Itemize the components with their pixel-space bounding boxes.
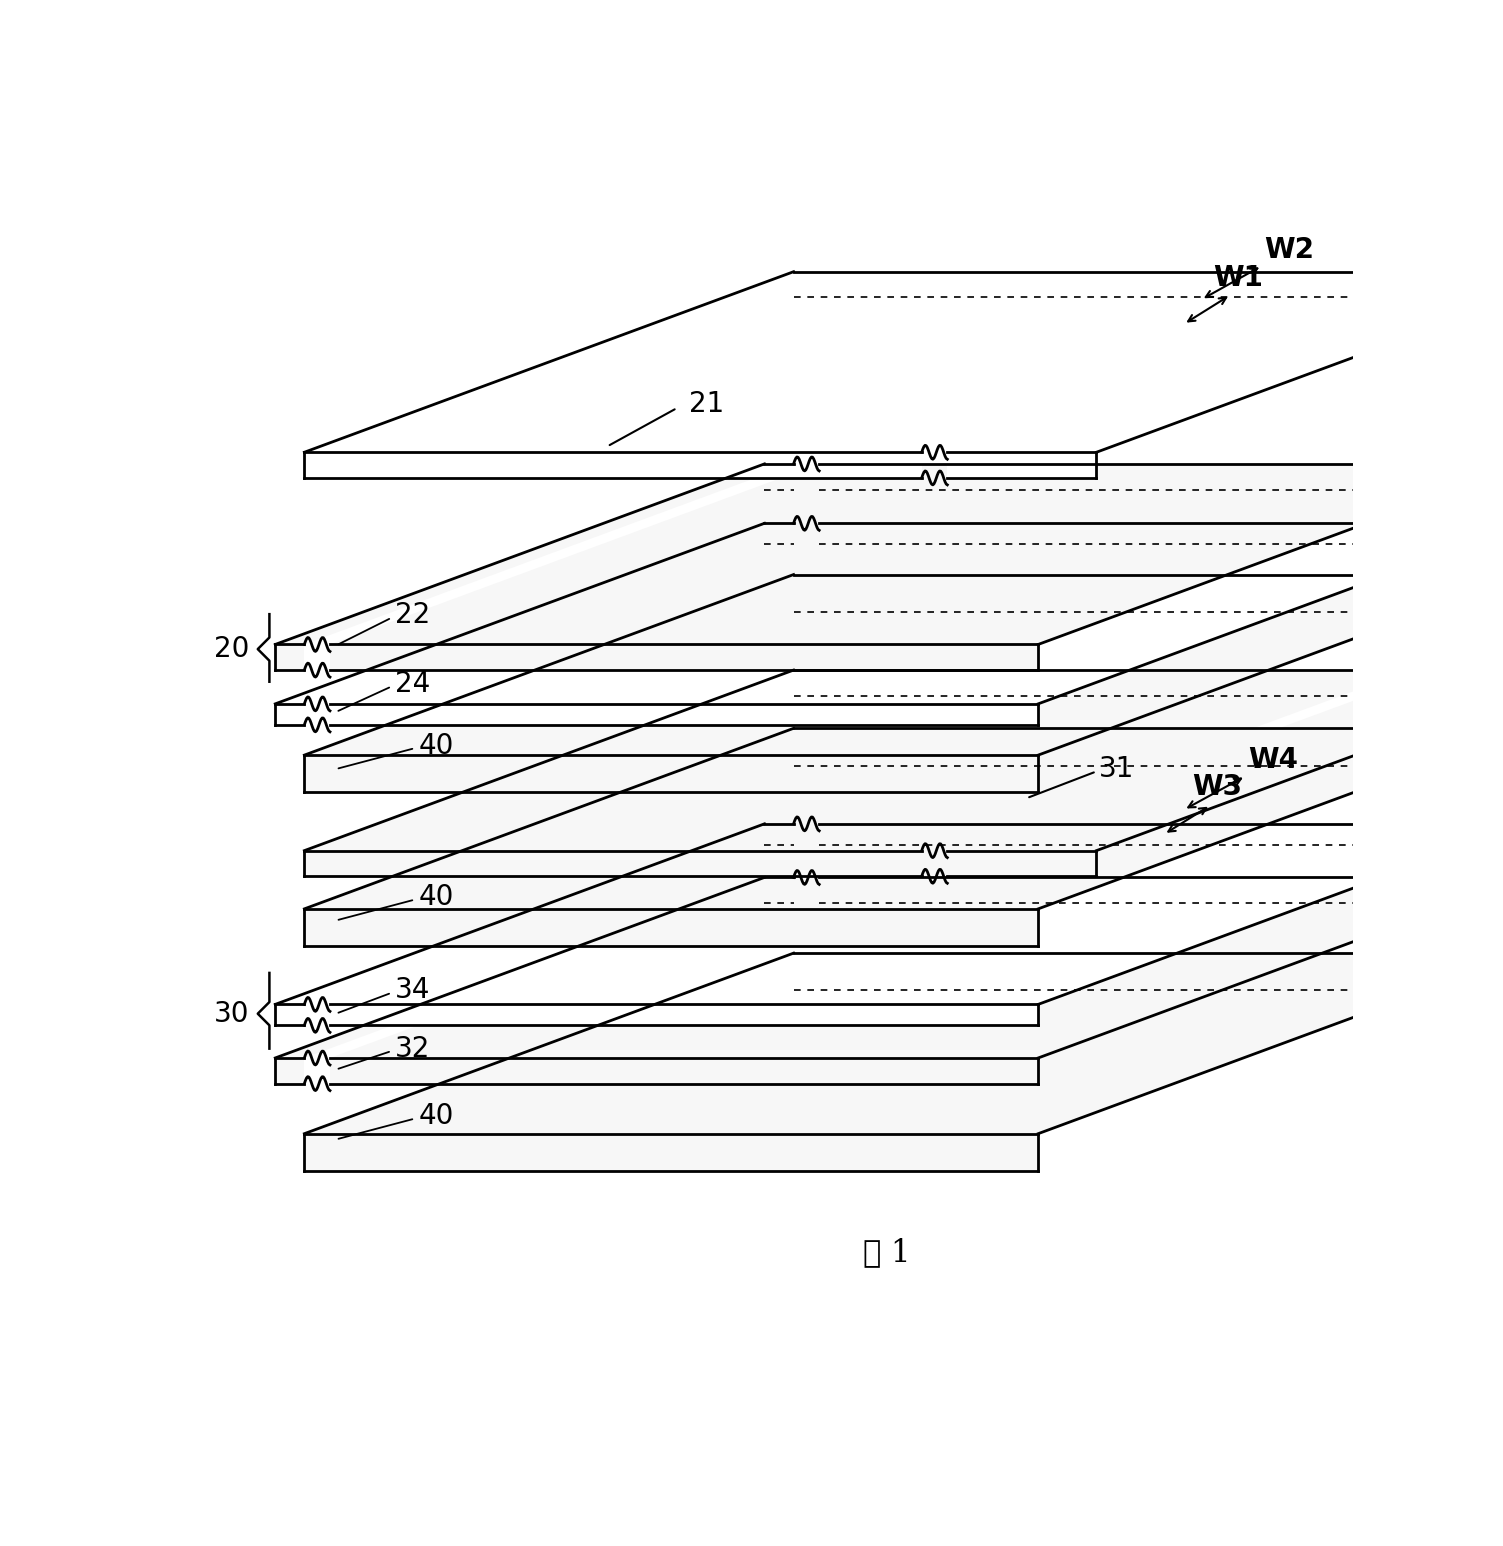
Polygon shape [304, 850, 921, 877]
Text: 40: 40 [418, 1102, 454, 1130]
Polygon shape [304, 453, 921, 478]
Polygon shape [331, 1005, 1039, 1025]
Polygon shape [275, 464, 794, 645]
Polygon shape [331, 645, 1039, 669]
Text: 32: 32 [395, 1034, 430, 1062]
Polygon shape [331, 703, 1039, 725]
Polygon shape [331, 878, 1503, 1057]
Polygon shape [275, 645, 304, 669]
Text: 24: 24 [395, 669, 430, 699]
Polygon shape [275, 824, 794, 1005]
Polygon shape [304, 575, 1503, 754]
Text: 30: 30 [213, 1000, 249, 1028]
Polygon shape [947, 850, 1097, 877]
Text: 40: 40 [418, 731, 454, 759]
Polygon shape [304, 1133, 1039, 1170]
Text: 31: 31 [1099, 754, 1135, 784]
Polygon shape [331, 1057, 1039, 1084]
Polygon shape [304, 669, 1411, 850]
Polygon shape [275, 1057, 304, 1084]
Polygon shape [275, 1005, 304, 1025]
Polygon shape [275, 878, 794, 1057]
Polygon shape [331, 464, 1503, 645]
Polygon shape [275, 703, 304, 725]
Text: 22: 22 [395, 601, 430, 629]
Polygon shape [304, 754, 1039, 793]
Text: 20: 20 [213, 635, 249, 663]
Polygon shape [947, 272, 1503, 453]
Polygon shape [304, 272, 1411, 453]
Polygon shape [304, 909, 1039, 946]
Text: 34: 34 [395, 977, 430, 1005]
Text: 21: 21 [688, 391, 724, 419]
Text: 图 1: 图 1 [863, 1237, 911, 1268]
Polygon shape [304, 954, 1503, 1133]
Text: W3: W3 [1192, 773, 1241, 801]
Polygon shape [947, 453, 1097, 478]
Text: W4: W4 [1247, 745, 1299, 773]
Text: W2: W2 [1264, 235, 1314, 263]
Text: 40: 40 [418, 883, 454, 911]
Polygon shape [304, 728, 1503, 909]
Polygon shape [275, 523, 794, 703]
Polygon shape [331, 523, 1503, 703]
Text: W1: W1 [1213, 263, 1263, 292]
Polygon shape [947, 669, 1503, 850]
Polygon shape [331, 824, 1503, 1005]
